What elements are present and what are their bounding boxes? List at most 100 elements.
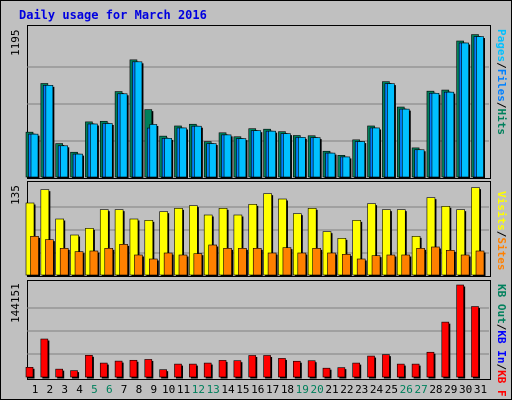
kbf-bar-day-11 (174, 363, 182, 378)
sites-bar-day-30 (460, 254, 470, 276)
kbf-bar-day-23 (352, 362, 361, 378)
pages-bar-day-2 (45, 85, 54, 178)
kbf-bar-day-17 (263, 355, 271, 378)
visits-bar-day-8 (129, 218, 139, 276)
day-label-30: 30 (459, 383, 472, 396)
day-label-11: 11 (177, 383, 190, 396)
kbf-bar-day-2 (40, 338, 49, 378)
sites-bar-day-9 (149, 258, 158, 276)
sites-bar-day-22 (342, 254, 351, 276)
pages-bar-day-5 (90, 123, 98, 178)
visits-bar-day-18 (278, 198, 287, 276)
day-label-5: 5 (91, 383, 98, 396)
sites-bar-day-20 (312, 248, 321, 276)
visits-bar-day-20 (307, 208, 317, 276)
pages-bar-day-9 (149, 124, 158, 178)
sites-bar-day-7 (119, 244, 128, 276)
day-label-28: 28 (429, 383, 442, 396)
sites-bar-day-28 (431, 246, 440, 276)
pages-bar-day-30 (461, 42, 469, 178)
day-label-31: 31 (474, 383, 487, 396)
pages-bar-day-19 (297, 137, 306, 178)
sites-bar-day-2 (45, 239, 54, 276)
day-label-9: 9 (150, 383, 157, 396)
visits-bar-day-7 (114, 209, 124, 276)
sites-bar-day-17 (267, 252, 277, 276)
visits-bar-day-23 (352, 220, 362, 276)
sites-bar-day-25 (386, 254, 396, 276)
day-label-2: 2 (47, 383, 54, 396)
day-label-8: 8 (136, 383, 143, 396)
day-label-14: 14 (221, 383, 235, 396)
visits-bar-day-30 (456, 209, 465, 276)
kbf-bar-day-9 (144, 359, 153, 378)
kbf-bar-day-12 (189, 363, 197, 378)
day-label-12: 12 (192, 383, 205, 396)
pages-bar-day-18 (283, 133, 291, 178)
sites-bar-day-19 (297, 252, 307, 276)
day-label-4: 4 (76, 383, 83, 396)
visits-bar-day-24 (367, 203, 376, 276)
kbf-bar-day-18 (278, 358, 286, 378)
kbf-bar-day-6 (99, 362, 108, 378)
sites-bar-day-4 (74, 251, 84, 276)
kbf-bar-day-1 (25, 366, 34, 378)
pages-bar-day-6 (104, 123, 113, 178)
visits-bar-day-11 (174, 208, 183, 276)
visits-bar-day-28 (426, 197, 436, 276)
day-label-23: 23 (355, 383, 368, 396)
sites-bar-day-24 (371, 255, 381, 276)
pages-bar-day-4 (75, 153, 83, 178)
visits-bar-day-17 (263, 193, 272, 276)
kbf-bar-day-29 (441, 321, 450, 378)
visits-bar-day-26 (396, 209, 406, 276)
kbf-bar-day-7 (114, 360, 123, 378)
day-label-6: 6 (106, 383, 113, 396)
pages-bar-day-21 (327, 152, 336, 178)
visits-bar-day-16 (248, 204, 258, 276)
kbf-bar-day-28 (426, 351, 435, 378)
sites-bar-day-15 (238, 248, 247, 276)
visits-bar-day-14 (218, 208, 228, 276)
sites-bar-day-21 (327, 252, 336, 276)
sites-bar-day-12 (193, 253, 203, 276)
visits-bar-day-6 (99, 209, 109, 276)
sites-bar-day-3 (59, 248, 69, 276)
pages-bar-day-22 (342, 156, 351, 178)
sites-bar-day-29 (445, 250, 455, 276)
day-label-25: 25 (385, 383, 398, 396)
day-label-22: 22 (340, 383, 353, 396)
visits-bar-day-10 (159, 211, 168, 276)
kbf-bar-day-8 (129, 359, 138, 378)
day-label-15: 15 (236, 383, 249, 396)
sites-bar-day-10 (163, 252, 173, 276)
kbf-bar-day-25 (382, 354, 390, 378)
pages-bar-day-24 (372, 127, 380, 178)
kbf-bar-day-30 (456, 284, 464, 378)
day-label-19: 19 (296, 383, 309, 396)
visits-bar-day-19 (292, 213, 302, 276)
pages-bar-day-28 (431, 92, 440, 178)
day-label-21: 21 (325, 383, 338, 396)
day-label-18: 18 (281, 383, 294, 396)
sites-bar-day-1 (30, 236, 39, 276)
sites-bar-day-31 (475, 250, 485, 276)
kbf-bar-day-3 (55, 368, 64, 378)
visits-bar-day-25 (382, 209, 391, 276)
pages-bar-day-17 (268, 130, 276, 178)
day-label-29: 29 (444, 383, 457, 396)
pages-bar-day-3 (60, 145, 69, 178)
kbf-bar-day-15 (233, 360, 242, 378)
kbf-bar-day-22 (337, 367, 346, 378)
kbf-bar-day-24 (367, 355, 375, 378)
kbf-bar-day-5 (85, 355, 93, 378)
pages-bar-day-11 (179, 127, 187, 178)
pages-bar-day-13 (208, 143, 217, 178)
pages-bar-day-15 (238, 138, 247, 178)
day-label-13: 13 (207, 383, 220, 396)
sites-bar-day-8 (134, 254, 143, 276)
sites-bar-day-27 (416, 248, 425, 276)
kbf-bar-day-21 (322, 367, 331, 378)
